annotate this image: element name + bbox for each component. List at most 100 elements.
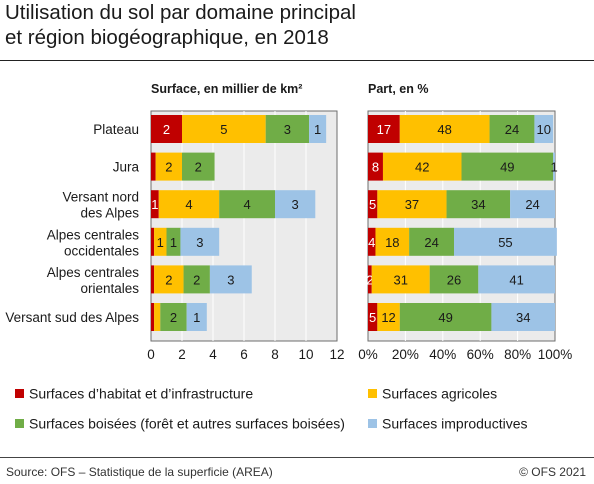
chart-title-line-2: et région biogéographique, en 2018 (5, 26, 329, 49)
bar-segment (160, 303, 187, 331)
x-tick-label: 80% (504, 347, 531, 362)
bar-segment (371, 265, 430, 294)
data-label: 2 (366, 272, 373, 287)
data-label: 37 (405, 197, 419, 212)
data-label: 5 (369, 197, 376, 212)
top-divider (0, 60, 594, 61)
bar-segment (377, 303, 400, 331)
chart-area: Plateau Jura Versant nord des Alpes Alpes ce… (5, 82, 572, 432)
bar-segment (553, 152, 555, 181)
x-tick-label: 40% (429, 347, 456, 362)
bar-segment (158, 190, 220, 219)
x-tick-label: 0 (147, 347, 155, 362)
bar-segment (489, 115, 535, 143)
bar-segment (275, 190, 316, 219)
data-label: 12 (381, 310, 395, 325)
data-label: 3 (284, 122, 291, 137)
share-panel: Part, en %0% 20% 40% 60% 80% 100%17 48 24 108 42 4… (358, 82, 572, 362)
data-label: 3 (227, 272, 234, 287)
bar-segment (166, 227, 181, 256)
bar-segment (155, 152, 182, 181)
bar-segment (454, 227, 557, 256)
x-tick-label: 8 (271, 347, 279, 362)
data-label: 4 (243, 197, 250, 212)
bar-segment (446, 190, 511, 219)
bar-segment (209, 265, 252, 294)
x-tick-label: 12 (329, 347, 344, 362)
bar-segment (491, 303, 555, 331)
legend-swatch (368, 389, 377, 398)
x-tick-label: 100% (538, 347, 573, 362)
panel-subtitle: Surface, en millier de km² (151, 82, 302, 96)
legend-label: Surfaces improductives (382, 416, 528, 432)
bar-segment (377, 190, 447, 219)
category-label: Versant sud des Alpes (5, 310, 139, 325)
chart-title: Utilisation du sol par domaine principal… (5, 0, 585, 50)
x-tick-label: 0% (358, 347, 378, 362)
bar-segment (399, 115, 490, 143)
legend-swatch (368, 419, 377, 428)
data-label: 31 (393, 272, 407, 287)
legend-swatch (15, 389, 24, 398)
category-label-line: orientales (80, 281, 139, 296)
data-label: 4 (368, 235, 375, 250)
copyright-note: © OFS 2021 (519, 465, 586, 479)
category-label-line: Plateau (93, 122, 139, 137)
bar-segment (186, 303, 207, 331)
legend-swatch (15, 419, 24, 428)
bar-segment (478, 265, 555, 294)
bar-segment (309, 115, 327, 143)
data-label: 17 (377, 122, 391, 137)
data-label: 2 (195, 160, 202, 175)
bar-segment (368, 152, 383, 181)
bar-segment (375, 227, 410, 256)
source-note: Source: OFS – Statistique de la superfic… (6, 465, 273, 479)
data-label: 2 (170, 310, 177, 325)
x-tick-label: 10 (298, 347, 313, 362)
data-label: 1 (157, 235, 164, 250)
legend-item: Surfaces agricoles (368, 386, 497, 402)
bar-segment (461, 152, 554, 181)
bar-segment (265, 115, 310, 143)
data-label: 2 (165, 272, 172, 287)
data-label: 1 (151, 197, 158, 212)
bar-segment (368, 190, 378, 219)
x-tick-label: 60% (467, 347, 494, 362)
bar-segment (368, 303, 378, 331)
bottom-divider (0, 457, 594, 458)
bar-segment (151, 303, 155, 331)
data-label: 1 (193, 310, 200, 325)
data-label: 34 (516, 310, 530, 325)
data-label: 34 (471, 197, 485, 212)
data-label: 48 (437, 122, 451, 137)
bar-segment (151, 152, 156, 181)
category-label: Versant nord des Alpes (62, 190, 139, 221)
bar-segment (154, 265, 184, 294)
category-label-line: Alpes centrales (47, 265, 140, 280)
data-label: 49 (438, 310, 452, 325)
category-label-line: Versant nord (62, 190, 139, 205)
bar-segment (382, 152, 462, 181)
bar-segment (409, 227, 455, 256)
legend-item: Surfaces improductives (368, 416, 528, 432)
category-label: Plateau (93, 122, 139, 137)
data-label: 3 (196, 235, 203, 250)
bar-segment (151, 190, 159, 219)
x-tick-label: 6 (240, 347, 248, 362)
data-label: 24 (505, 122, 519, 137)
bar-segment (429, 265, 479, 294)
category-label: Alpes centrales orientales (47, 265, 140, 296)
panel-subtitle: Part, en % (368, 82, 428, 96)
data-label: 5 (369, 310, 376, 325)
bar-segment (151, 227, 155, 256)
bar-segment (151, 265, 155, 294)
panel-background (367, 110, 556, 342)
bar-segment (219, 190, 275, 219)
data-label: 5 (220, 122, 227, 137)
data-label: 42 (415, 160, 429, 175)
legend-label: Surfaces boisées (forêt et autres surfac… (29, 416, 345, 432)
bar-segment (368, 227, 376, 256)
bar-segment (368, 265, 372, 294)
x-tick-label: 2 (178, 347, 186, 362)
